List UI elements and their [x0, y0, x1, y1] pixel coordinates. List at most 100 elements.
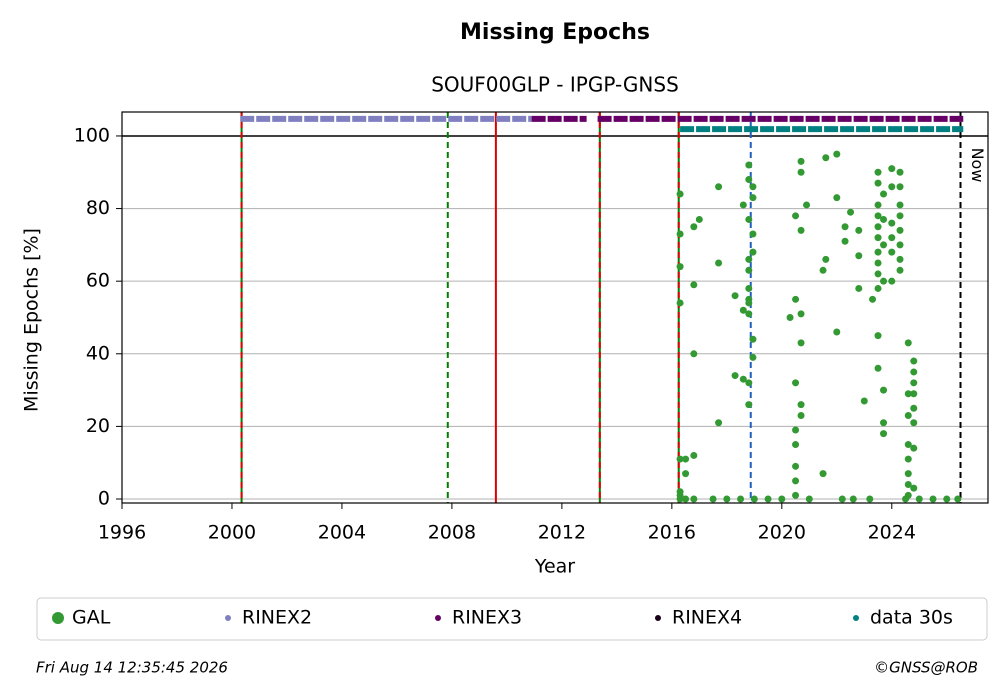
data-point: [841, 223, 849, 231]
data-point: [888, 248, 896, 256]
data-point: [880, 277, 888, 285]
data-point: [849, 495, 857, 503]
data-point: [676, 230, 684, 238]
data-point: [869, 295, 877, 303]
data-point: [731, 372, 739, 380]
data-point: [797, 412, 805, 420]
data-point: [888, 183, 896, 191]
data-point: [888, 277, 896, 285]
data-point: [695, 215, 703, 223]
data-point: [896, 255, 904, 263]
data-point: [676, 455, 684, 463]
data-point: [676, 495, 684, 503]
data-point: [739, 201, 747, 209]
legend-label: RINEX2: [242, 607, 312, 629]
data-point: [880, 386, 888, 394]
data-point: [805, 495, 813, 503]
legend-label: data 30s: [870, 607, 953, 629]
data-point: [749, 230, 757, 238]
x-tick-label: 2000: [208, 522, 256, 544]
data-point: [797, 310, 805, 318]
y-tick-label: 100: [74, 124, 110, 146]
data-point: [792, 441, 800, 449]
data-point: [797, 168, 805, 176]
data-point: [786, 313, 794, 321]
now-annotation: Now: [968, 148, 987, 183]
y-tick-label: 20: [86, 415, 110, 437]
data-point: [910, 357, 918, 365]
plot-frame: [121, 111, 989, 504]
data-point: [749, 248, 757, 256]
chart-subtitle: SOUF00GLP - IPGP-GNSS: [431, 73, 679, 97]
data-point: [750, 495, 758, 503]
data-point: [715, 259, 723, 267]
data-point: [896, 183, 904, 191]
data-point: [792, 477, 800, 485]
data-point: [745, 299, 753, 307]
data-point: [745, 215, 753, 223]
data-point: [797, 226, 805, 234]
data-point: [874, 364, 882, 372]
data-point: [874, 332, 882, 340]
data-point: [910, 390, 918, 398]
data-point: [874, 270, 882, 278]
data-point: [874, 259, 882, 267]
data-point: [792, 379, 800, 387]
data-point: [874, 179, 882, 187]
data-point: [723, 495, 731, 503]
data-point: [819, 266, 827, 274]
data-point: [792, 426, 800, 434]
data-point: [792, 462, 800, 470]
data-point: [880, 430, 888, 438]
legend-marker: [435, 615, 441, 621]
data-point: [847, 208, 855, 216]
legend-marker: [853, 615, 859, 621]
data-point: [915, 495, 923, 503]
data-point: [676, 190, 684, 198]
data-point: [797, 157, 805, 165]
legend-label: RINEX4: [672, 607, 742, 629]
data-point: [792, 491, 800, 499]
data-point: [819, 470, 827, 478]
data-point: [745, 284, 753, 292]
x-tick-label: 2024: [868, 522, 916, 544]
legend-label: RINEX3: [452, 607, 522, 629]
data-point: [874, 234, 882, 242]
data-point: [676, 299, 684, 307]
data-point: [797, 339, 805, 347]
data-point: [682, 495, 690, 503]
y-tick-label: 40: [86, 342, 110, 364]
data-point: [690, 223, 698, 231]
legend-label: GAL: [72, 607, 111, 629]
data-point: [904, 390, 912, 398]
data-point: [874, 248, 882, 256]
data-point: [855, 284, 863, 292]
x-tick-label: 2012: [538, 522, 586, 544]
data-point: [855, 252, 863, 260]
data-point: [745, 310, 753, 318]
data-point: [841, 237, 849, 245]
data-point: [943, 495, 951, 503]
data-point: [910, 368, 918, 376]
data-point: [833, 194, 841, 202]
x-tick-label: 2004: [318, 522, 366, 544]
x-tick-label: 2008: [428, 522, 476, 544]
data-point: [910, 419, 918, 427]
data-point: [880, 241, 888, 249]
data-point: [904, 480, 912, 488]
data-point: [749, 194, 757, 202]
data-point: [745, 161, 753, 169]
data-point: [792, 212, 800, 220]
footer-date: Fri Aug 14 12:35:45 2026: [36, 659, 228, 677]
y-tick-label: 0: [98, 488, 110, 510]
y-axis-label: Missing Epochs [%]: [21, 228, 43, 412]
x-tick-label: 1996: [98, 522, 146, 544]
data-point: [910, 404, 918, 412]
data-point: [910, 379, 918, 387]
data-point: [954, 495, 962, 503]
data-point: [874, 212, 882, 220]
data-point: [880, 215, 888, 223]
data-point: [888, 234, 896, 242]
data-point: [860, 397, 868, 405]
